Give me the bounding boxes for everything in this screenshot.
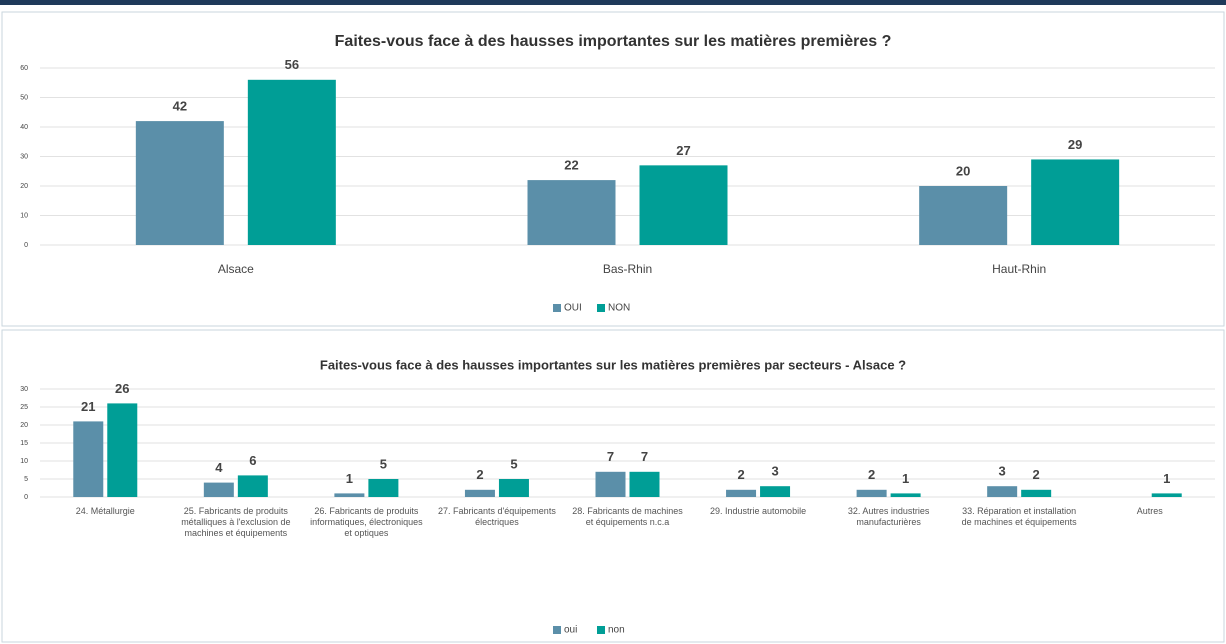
data-label: 2 (1033, 467, 1040, 482)
bar (890, 493, 921, 497)
data-label: 6 (249, 453, 256, 468)
y-tick-label: 10 (20, 458, 28, 465)
bar (919, 186, 1008, 245)
bar (247, 79, 336, 245)
x-tick-label-box: 33. Réparation et installation de machin… (961, 506, 1077, 527)
x-tick-label-box: 29. Industrie automobile (710, 506, 807, 516)
legend-label: OUI (564, 303, 582, 314)
bar (1151, 493, 1182, 497)
bar (726, 489, 757, 497)
x-tick-label: Bas-Rhin (603, 262, 652, 276)
x-tick-label: Alsace (218, 262, 254, 276)
y-tick-label: 20 (20, 422, 28, 429)
bar (639, 165, 728, 245)
legend-swatch (553, 304, 561, 312)
data-label: 3 (999, 464, 1006, 479)
data-label: 42 (173, 99, 187, 114)
x-tick-label: 27. Fabricants d'équipements électriques (438, 506, 556, 527)
bar (135, 121, 224, 245)
bar (987, 486, 1018, 497)
y-tick-label: 0 (24, 242, 28, 249)
y-tick-label: 20 (20, 183, 28, 190)
bar (203, 482, 234, 497)
data-label: 21 (81, 399, 95, 414)
data-label: 20 (956, 163, 970, 178)
data-label: 29 (1068, 137, 1082, 152)
bar (1031, 159, 1120, 245)
chart-title: Faites-vous face à des hausses important… (335, 33, 892, 50)
x-tick-label-box: 28. Fabricants de machines et équipement… (572, 506, 683, 527)
bar (334, 493, 365, 497)
x-tick-label-box: Autres (1136, 506, 1163, 516)
bar (629, 471, 660, 497)
data-label: 2 (737, 467, 744, 482)
data-label: 1 (1163, 471, 1170, 486)
x-tick-label: 32. Autres industries manufacturières (847, 506, 930, 527)
bar (1021, 489, 1052, 497)
data-label: 22 (564, 158, 578, 173)
data-label: 26 (115, 381, 129, 396)
data-label: 7 (607, 449, 614, 464)
bar (498, 479, 529, 497)
data-label: 2 (868, 467, 875, 482)
data-label: 5 (380, 456, 387, 471)
bar (595, 471, 626, 497)
x-tick-label-box: 24. Métallurgie (75, 506, 135, 516)
y-tick-label: 30 (20, 386, 28, 393)
legend-label: NON (608, 303, 630, 314)
data-label: 56 (285, 57, 299, 72)
y-tick-label: 15 (20, 440, 28, 447)
legend-label: oui (564, 625, 577, 636)
bar (73, 421, 104, 497)
chart-title: Faites-vous face à des hausses important… (320, 357, 906, 372)
x-tick-label: Haut-Rhin (992, 262, 1046, 276)
y-tick-label: 25 (20, 404, 28, 411)
data-label: 27 (676, 143, 690, 158)
legend-swatch (553, 626, 561, 634)
x-tick-label-box: 27. Fabricants d'équipements électriques (438, 506, 556, 527)
top-border (0, 0, 1226, 5)
x-tick-label: 33. Réparation et installation de machin… (961, 506, 1077, 527)
x-tick-label-box: 26. Fabricants de produits informatiques… (310, 506, 423, 538)
y-tick-label: 5 (24, 476, 28, 483)
legend-label: non (608, 625, 625, 636)
bar (107, 403, 138, 497)
x-tick-label-box: 32. Autres industries manufacturières (847, 506, 930, 527)
bar (527, 180, 616, 245)
x-tick-label: 29. Industrie automobile (710, 506, 807, 516)
x-tick-label: 28. Fabricants de machines et équipement… (572, 506, 683, 527)
data-label: 7 (641, 449, 648, 464)
legend-swatch (597, 304, 605, 312)
data-label: 5 (510, 456, 517, 471)
y-tick-label: 50 (20, 94, 28, 101)
data-label: 2 (476, 467, 483, 482)
legend-swatch (597, 626, 605, 634)
data-label: 1 (346, 471, 353, 486)
y-tick-label: 60 (20, 65, 28, 72)
x-tick-label: Autres (1136, 506, 1163, 516)
y-tick-label: 0 (24, 494, 28, 501)
bar (760, 486, 791, 497)
data-label: 1 (902, 471, 909, 486)
y-tick-label: 10 (20, 212, 28, 219)
x-tick-label: 24. Métallurgie (75, 506, 135, 516)
data-label: 4 (215, 460, 223, 475)
y-tick-label: 40 (20, 124, 28, 131)
bar (856, 489, 887, 497)
x-tick-label-box: 25. Fabricants de produits métalliques à… (181, 506, 291, 538)
bar (237, 475, 268, 497)
x-tick-label: 25. Fabricants de produits métalliques à… (181, 506, 291, 538)
x-tick-label: 26. Fabricants de produits informatiques… (310, 506, 423, 538)
y-tick-label: 30 (20, 153, 28, 160)
data-label: 3 (771, 464, 778, 479)
bar (368, 479, 399, 497)
bar (464, 489, 495, 497)
